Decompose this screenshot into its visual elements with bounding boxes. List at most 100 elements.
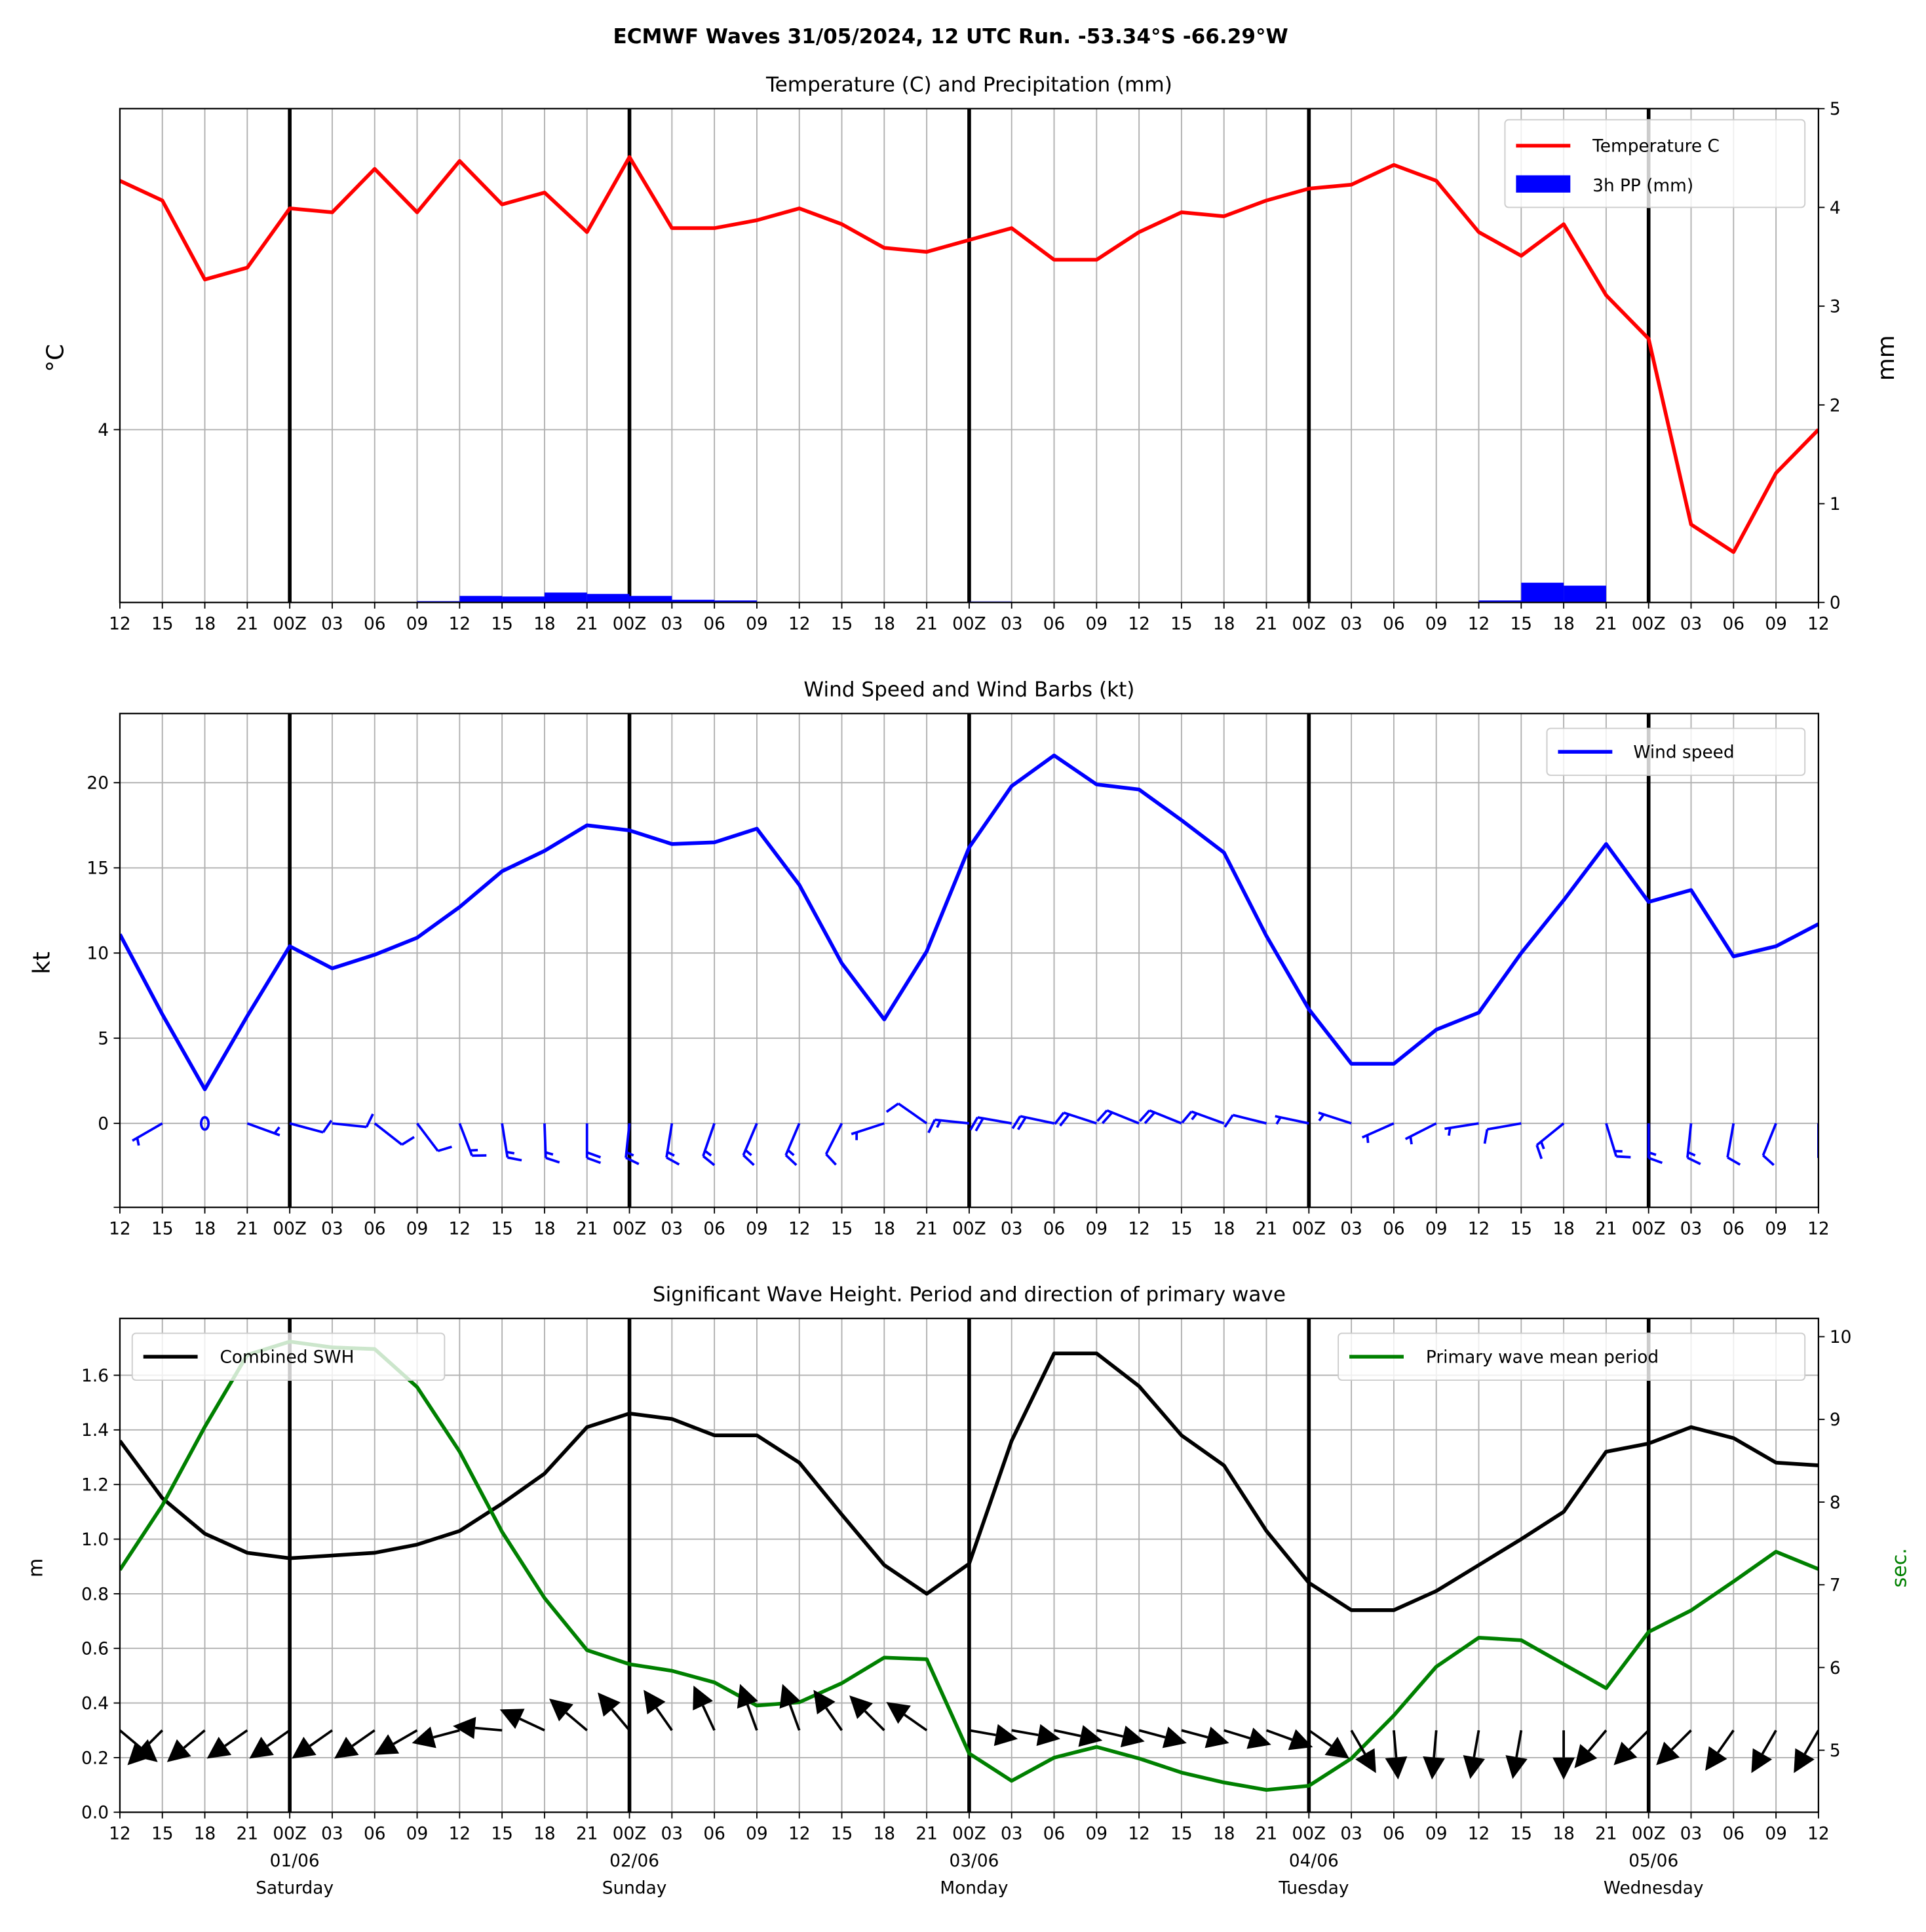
x-tick-label: 18 (533, 1825, 556, 1844)
precip-bar (629, 596, 672, 603)
x-tick-label: 03 (321, 615, 343, 634)
wind-barb (1605, 1123, 1631, 1159)
weekday-label: Wednesday (1604, 1879, 1704, 1899)
x-tick-label: 06 (364, 615, 386, 634)
barb-full-feather (365, 1113, 374, 1128)
x-tick-label: 09 (746, 1825, 768, 1844)
barb-full-feather (1059, 1113, 1070, 1127)
wind-barb (199, 1115, 210, 1131)
x-tick-label: 18 (874, 1825, 896, 1844)
wave-direction-arrow (1463, 1729, 1486, 1779)
wind-barb (1054, 1111, 1097, 1127)
arrow-shaft (701, 1705, 716, 1731)
x-tick-label: 12 (788, 615, 811, 634)
barb-staff (1726, 1123, 1735, 1158)
wind-barb (625, 1123, 640, 1165)
barb-staff (501, 1123, 509, 1158)
arrow-head (206, 1737, 232, 1759)
barb-staff (289, 1122, 324, 1134)
legend-swh: Combined SWH (131, 1332, 446, 1381)
wind-barb (784, 1123, 801, 1167)
y-tick-label: 15 (87, 859, 109, 879)
legend-period: Primary wave mean period (1338, 1332, 1806, 1381)
y-tick-label: 1.2 (81, 1476, 109, 1496)
barb-full-feather (507, 1156, 522, 1162)
calm-circle (199, 1115, 210, 1131)
wind-barb (927, 1118, 970, 1134)
wave-direction-arrow (1011, 1724, 1060, 1747)
chart-panel-3: Significant Wave Height. Period and dire… (24, 1283, 1911, 1898)
x-tick-label: 09 (746, 615, 768, 634)
wave-direction-arrow (1054, 1725, 1103, 1747)
arrow-shaft (825, 1707, 843, 1731)
y-tick-label: 10 (87, 944, 109, 964)
wind-barb (246, 1122, 280, 1136)
legend-label-wind: Wind speed (1633, 743, 1734, 763)
date-label: 05/06 (1628, 1851, 1678, 1871)
right-y-tick-label: 0 (1830, 594, 1841, 613)
arrow-shaft (1670, 1729, 1692, 1750)
y-tick-label: 1.6 (81, 1366, 109, 1386)
barb-full-feather (437, 1145, 452, 1153)
x-tick-label: 00Z (1292, 1220, 1326, 1239)
x-tick-label: 06 (1723, 1220, 1745, 1239)
legend-box (1504, 119, 1806, 208)
wave-direction-arrow (886, 1702, 928, 1731)
x-tick-label: 03 (1680, 1220, 1703, 1239)
wind-barb (824, 1123, 843, 1166)
x-tick-label: 21 (1595, 615, 1617, 634)
arrow-head (412, 1726, 436, 1748)
wave-direction-arrow (598, 1692, 630, 1731)
swh-line (119, 1351, 1819, 1612)
wind-barb (1275, 1115, 1309, 1125)
barb-staff (1232, 1113, 1267, 1125)
x-tick-label: 15 (1511, 615, 1533, 634)
x-tick-label: 06 (1383, 1825, 1405, 1844)
barb-full-feather (969, 1117, 979, 1131)
y-tick-label: 0.8 (81, 1585, 109, 1604)
arrow-shaft (519, 1718, 545, 1731)
wind-barb (458, 1123, 487, 1157)
arrow-shaft (224, 1729, 248, 1747)
arrow-shaft (433, 1729, 460, 1739)
arrow-shaft (1096, 1729, 1124, 1738)
barb-half-feather (1366, 1134, 1370, 1144)
wave-direction-arrow (1656, 1729, 1692, 1766)
arrow-head (1078, 1725, 1103, 1747)
arrow-shaft (788, 1704, 801, 1731)
arrow-shaft (183, 1729, 206, 1749)
arrow-shaft (474, 1726, 503, 1732)
arrow-head (127, 1741, 151, 1766)
x-tick-label: 12 (1468, 1825, 1490, 1844)
barb-staff (1487, 1122, 1522, 1131)
x-tick-label: 15 (491, 1220, 513, 1239)
arrow-shaft (1265, 1729, 1293, 1741)
arrow-head (1385, 1756, 1408, 1780)
legend: Temperature C 3h PP (mm) (1504, 119, 1806, 208)
x-tick-label: 00Z (1632, 615, 1666, 634)
x-tick-label: 06 (1043, 615, 1066, 634)
x-tick-label: 06 (1723, 615, 1745, 634)
arrow-head (737, 1684, 758, 1709)
barb-staff (1318, 1111, 1352, 1125)
x-tick-label: 06 (1383, 615, 1405, 634)
wind-barb (1318, 1111, 1352, 1125)
barb-staff (1106, 1109, 1140, 1125)
arrow-head (886, 1702, 911, 1724)
arrow-head (292, 1737, 317, 1759)
arrow-head (1162, 1726, 1187, 1748)
arrow-head (249, 1737, 274, 1759)
x-tick-label: 21 (915, 1220, 938, 1239)
legend: Wind speed (1546, 727, 1806, 776)
wave-direction-arrow (499, 1709, 545, 1731)
arrow-head (1552, 1757, 1575, 1780)
barb-half-feather (744, 1149, 752, 1157)
wave-direction-arrow (1096, 1726, 1145, 1748)
x-tick-label: 21 (576, 615, 598, 634)
x-tick-label: 09 (1765, 615, 1787, 634)
wave-direction-arrow (1265, 1729, 1313, 1750)
y-tick-label: 0 (98, 1115, 109, 1134)
arrow-head (1036, 1724, 1060, 1747)
wind-barb (132, 1122, 163, 1146)
barb-full-feather (927, 1119, 936, 1134)
